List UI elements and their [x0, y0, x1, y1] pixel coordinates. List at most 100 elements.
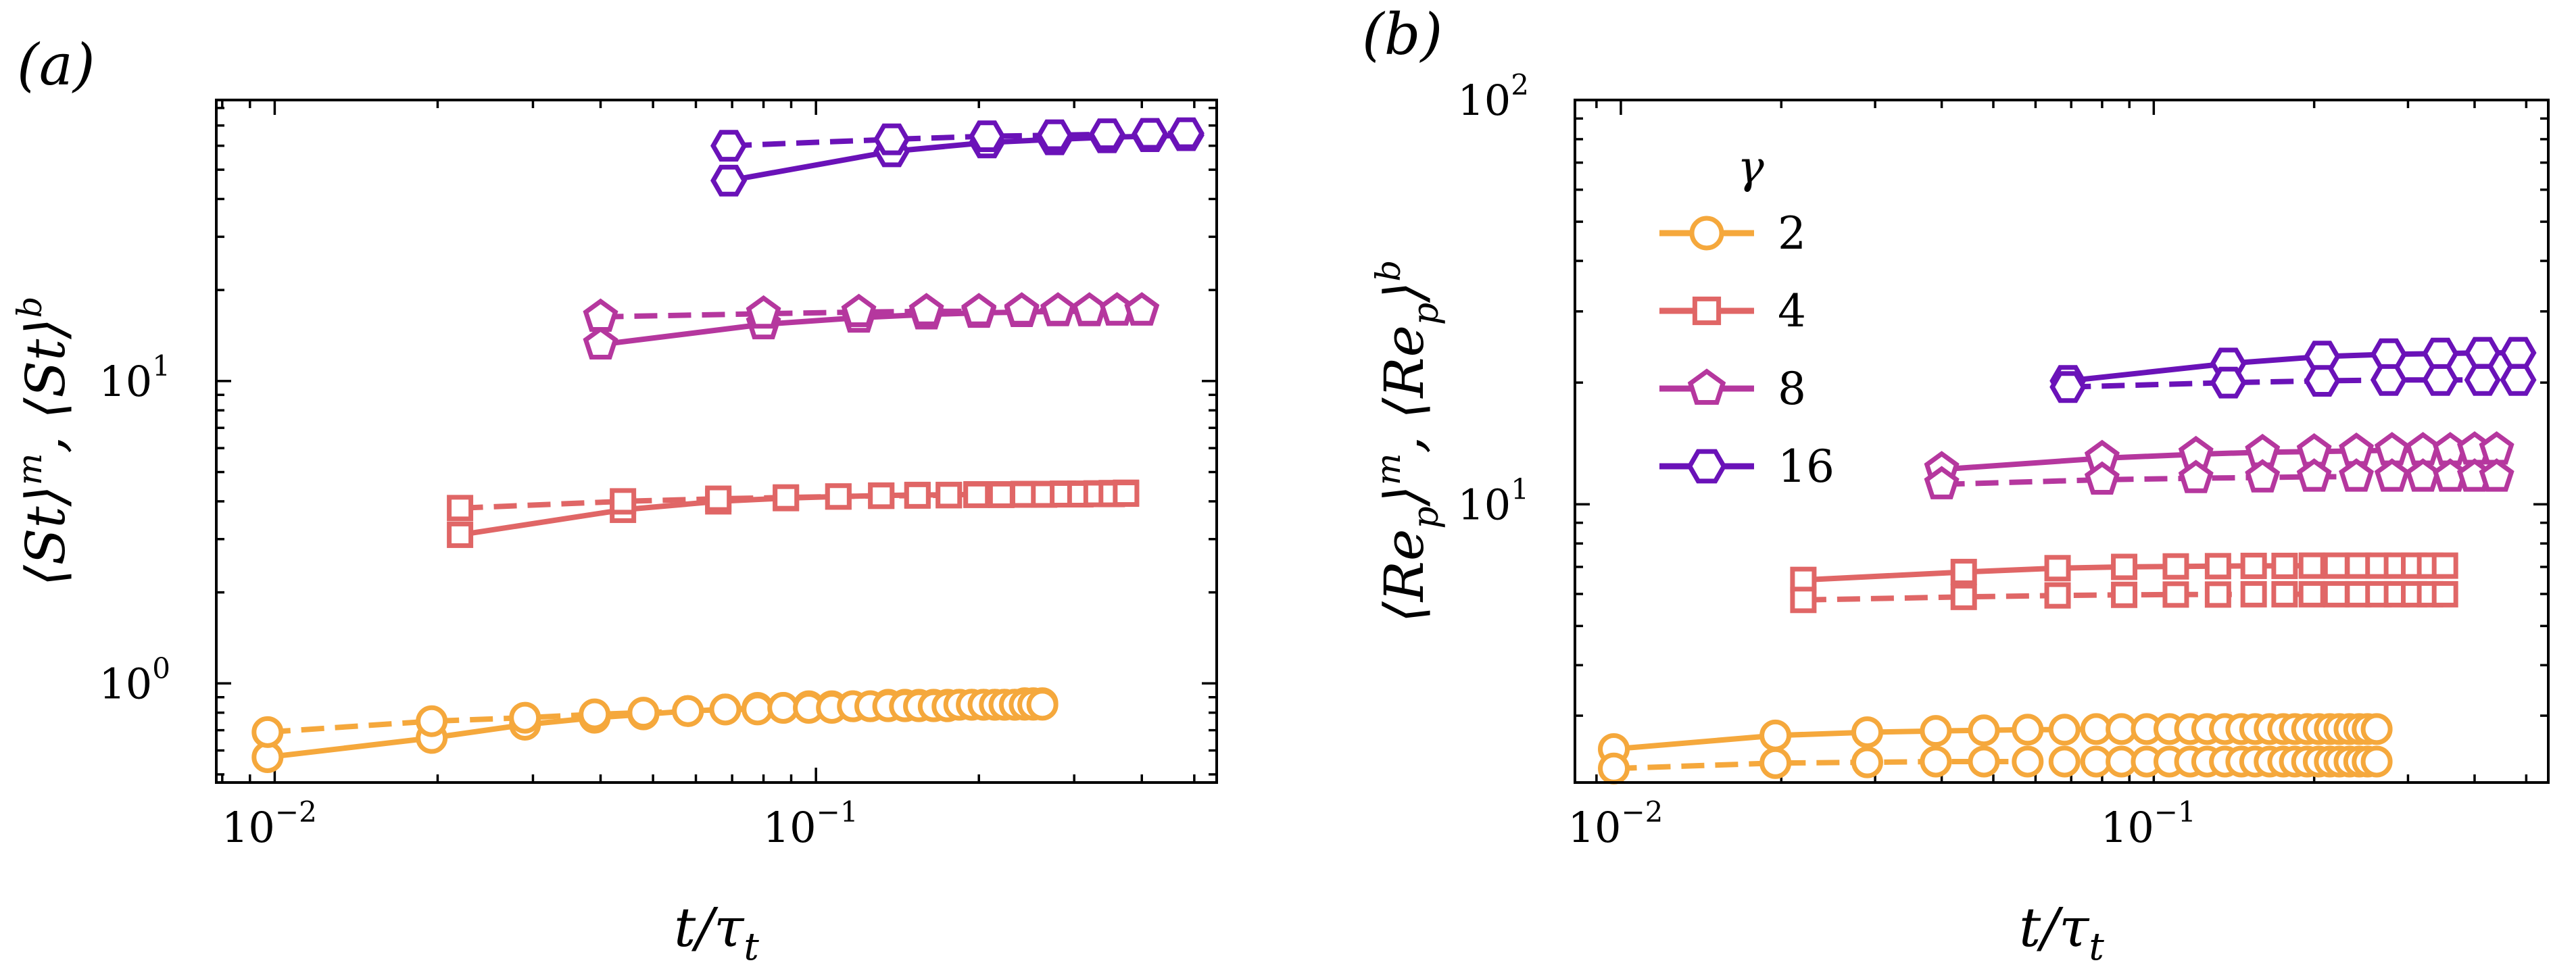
panel-b-data-point	[2500, 337, 2537, 369]
panel-b-legend-marker	[1686, 449, 1727, 484]
panel-b-data-point	[2360, 745, 2393, 778]
panel-b-data-point	[2298, 552, 2325, 579]
panel-b-data-point	[2049, 371, 2087, 403]
panel-b-x-tick-label: 10−2	[1568, 795, 1663, 852]
panel-b-data-point	[1851, 716, 1883, 749]
panel-a-data-point	[1026, 689, 1059, 721]
panel-b-data-point	[2370, 338, 2407, 370]
panel-a-data-point	[969, 120, 1006, 152]
panel-b-data-point	[2178, 460, 2214, 493]
panel-b-data-point	[2479, 458, 2514, 492]
panel-b-data-point	[2464, 337, 2501, 369]
panel-a-x-tick-label: 10−1	[763, 795, 858, 852]
panel-b-y-axis-label: ⟨Rep⟩m, ⟨Rep⟩b	[1369, 260, 1447, 623]
panel-b-x-tick-label: 10−1	[2101, 795, 2196, 852]
panel-a-data-point	[841, 293, 877, 327]
panel-a-y-tick-label: 100	[99, 651, 170, 708]
panel-a-data-point	[447, 495, 474, 522]
panel-a-data-point	[961, 293, 997, 326]
panel-b-data-point	[2012, 714, 2044, 746]
panel-b-data-point	[2370, 364, 2407, 396]
panel-a-data-point	[583, 326, 618, 359]
panel-b-data-point	[2245, 459, 2281, 493]
panel-a-data-point	[610, 488, 637, 515]
panel-b-data-point	[2044, 582, 2071, 609]
panel-b-data-point	[1950, 558, 1977, 585]
panel-b-frame	[1574, 99, 2550, 784]
panel-b-data-point	[2323, 552, 2350, 579]
panel-b-data-point	[1920, 745, 1952, 778]
panel-b-data-point	[2204, 581, 2231, 608]
panel-b-plot: (b) 10−2 10−1 101 102 t/τt ⟨Rep⟩m, ⟨Rep⟩b γ2 4 8 1…	[1362, 1, 2550, 967]
panel-b-data-point	[2210, 366, 2247, 399]
panel-a-data-point	[1004, 292, 1040, 326]
panel-a-data-point	[908, 293, 944, 326]
panel-b-data-point	[2240, 552, 2267, 579]
panel-b-legend-title: γ	[1737, 141, 1764, 193]
panel-b-data-point	[1920, 715, 1952, 747]
panel-a-data-point	[868, 482, 895, 510]
panel-b-data-point	[1598, 752, 1630, 785]
panel-b-data-point	[2204, 553, 2231, 580]
panel-a-data-point	[251, 716, 284, 748]
panel-b-data-point	[1968, 745, 2000, 778]
panel-a-data-point	[963, 481, 990, 508]
panel-a-data-point	[709, 693, 742, 726]
panel-b-data-point	[2374, 458, 2410, 492]
panel-b-data-point	[2296, 458, 2332, 492]
panel-b-data-point	[2048, 714, 2081, 746]
panel-a-data-point	[579, 698, 611, 730]
panel-a-data-point	[746, 295, 781, 329]
panel-b-data-point	[2422, 337, 2459, 370]
panel-b-data-point	[2405, 458, 2441, 492]
panel-b-series-7	[2049, 364, 2537, 403]
panel-a-series-1	[251, 689, 1059, 748]
panel-b-legend-label: 4	[1778, 285, 1806, 337]
panel-b-data-point	[2240, 580, 2267, 608]
panel-a-data-point	[935, 482, 963, 509]
panel-b-data-point	[2044, 555, 2071, 582]
panel-a-data-point	[1167, 117, 1205, 149]
panel-b-legend-label: 2	[1778, 207, 1806, 259]
panel-a-data-point	[583, 298, 618, 332]
panel-b-letter: (b)	[1362, 1, 1442, 68]
panel-b-series-line	[1803, 591, 2446, 603]
panel-a-data-point	[1132, 118, 1169, 150]
panel-b-data-point	[1759, 747, 1792, 779]
panel-a-x-tick-label: 10−2	[222, 795, 317, 852]
panel-a-data-point	[1124, 292, 1160, 326]
panel-b-data-point	[1950, 583, 1977, 610]
panel-b-legend: γ2 4 8 16	[1659, 141, 1834, 493]
panel-a-data-point	[742, 693, 774, 726]
panel-b-data-point	[2422, 364, 2459, 396]
panel-a-series-6	[710, 119, 1205, 197]
panel-a-data-point	[447, 521, 474, 548]
panel-a-data-point	[416, 705, 448, 737]
panel-b-data-point	[2464, 364, 2501, 396]
panel-b-data-point	[2084, 461, 2120, 495]
panel-a-y-tick-label: 101	[99, 349, 170, 406]
panel-a-y-axis-label: ⟨St⟩m, ⟨St⟩b	[10, 296, 77, 586]
panel-a-data-point	[710, 164, 748, 197]
panel-a-data-point	[710, 130, 748, 162]
panel-b-y-tick-label: 101	[1457, 472, 1529, 529]
panel-a-data-point	[627, 697, 660, 729]
panel-a-data-point	[705, 485, 732, 512]
panel-b-data-point	[2298, 580, 2325, 608]
panel-b-legend-marker	[1687, 368, 1726, 405]
panel-a-x-axis-label: t/τt	[674, 896, 759, 967]
panel-a-data-point	[873, 123, 910, 155]
panel-a-data-point	[904, 482, 931, 509]
panel-b-series-1	[1598, 745, 2393, 785]
panel-a-letter: (a)	[17, 32, 95, 98]
panel-b-data-point	[2479, 431, 2514, 465]
panel-b-data-point	[2162, 581, 2189, 608]
panel-b-series-2	[1790, 552, 2458, 593]
panel-a-data-point	[1113, 480, 1140, 507]
panel-b-legend-label: 16	[1778, 441, 1834, 493]
panel-b-series-5	[1924, 458, 2514, 499]
panel-b-data-point	[2162, 553, 2189, 580]
panel-b-series-3	[1790, 580, 2458, 614]
panel-b-data-point	[1759, 719, 1792, 751]
